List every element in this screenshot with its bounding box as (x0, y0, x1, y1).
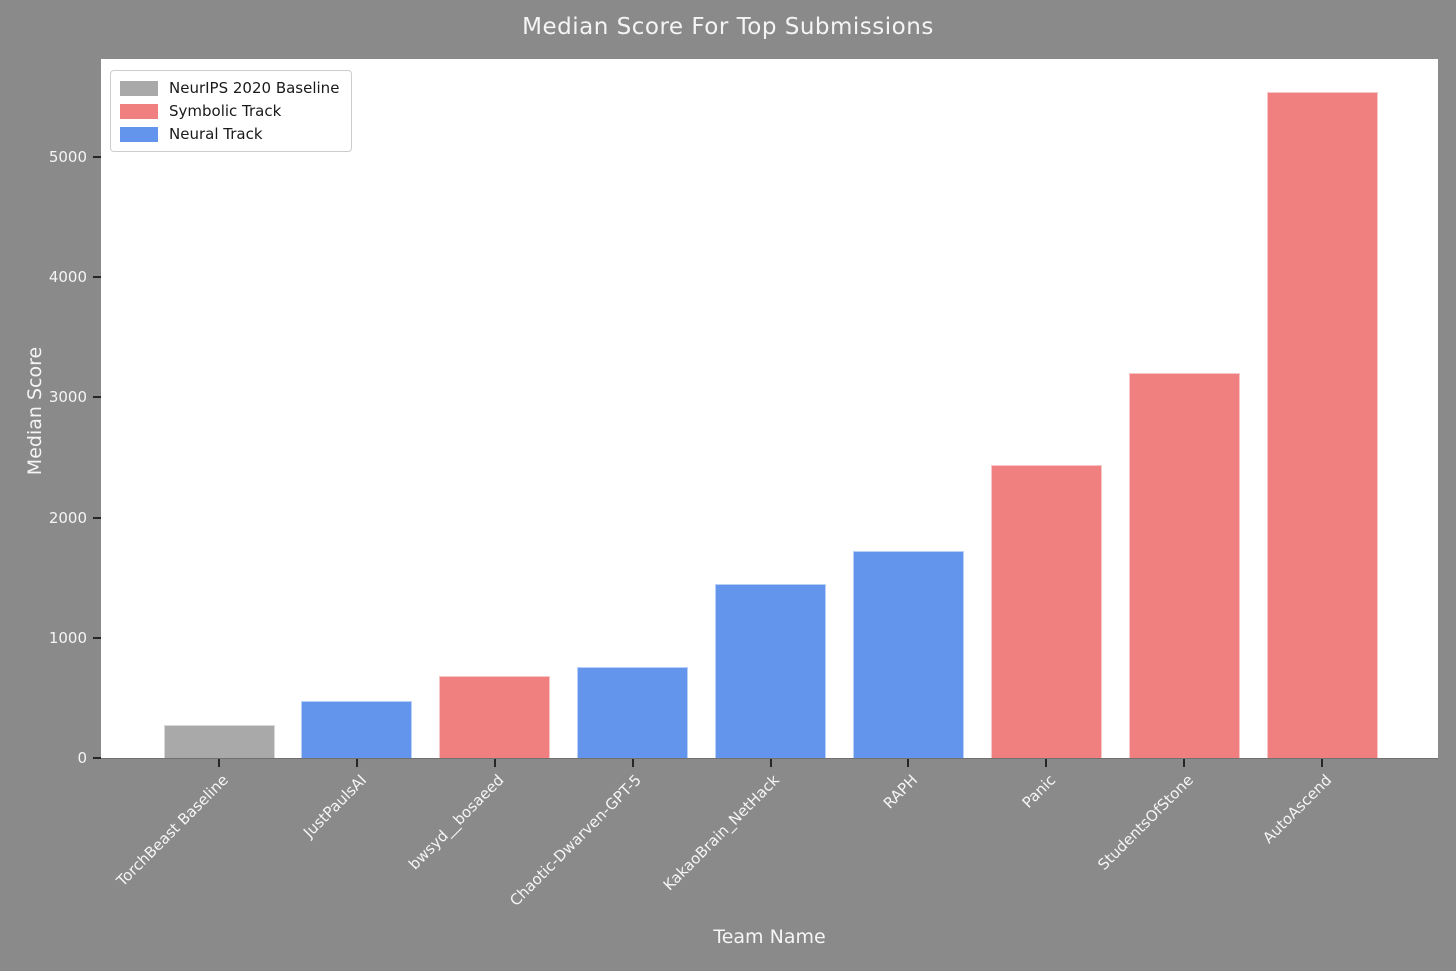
bar-kakaobrain-nethack (715, 583, 826, 758)
legend-item-neurips-2020-baseline: NeurIPS 2020 Baseline (120, 79, 339, 97)
x-tick-mark-autoascend (1321, 759, 1323, 767)
x-tick-mark-raph (907, 759, 910, 767)
y-tick-mark-4000 (93, 276, 101, 279)
y-tick-mark-1000 (93, 636, 101, 639)
x-tick-label-studentsofstone: StudentsOfStone (1094, 771, 1197, 874)
x-axis-label: Team Name (713, 926, 826, 948)
x-tick-mark-studentsofstone (1183, 759, 1186, 767)
chart-title: Median Score For Top Submissions (522, 14, 934, 40)
y-tick-label-2000: 2000 (48, 508, 87, 527)
legend-swatch-neurips-2020-baseline (120, 80, 158, 96)
bar-bwsyd-bosaeed (439, 676, 551, 758)
bar-panic (990, 465, 1102, 758)
y-tick-label-3000: 3000 (48, 388, 87, 407)
bar-torchbeast-baseline (163, 725, 275, 758)
x-tick-mark-chaotic-dwarven-gpt-5 (631, 759, 634, 767)
x-tick-label-bwsyd-bosaeed: bwsyd__bosaeed (405, 771, 508, 874)
x-tick-mark-justpaulsai (355, 759, 358, 767)
y-tick-label-0: 0 (77, 749, 87, 767)
x-tick-mark-torchbeast-baseline (218, 759, 220, 767)
x-tick-label-chaotic-dwarven-gpt-5: Chaotic-Dwarven-GPT-5 (506, 771, 646, 910)
bar-studentsofstone (1128, 372, 1240, 758)
y-tick-mark-2000 (93, 516, 101, 519)
x-tick-mark-panic (1045, 759, 1048, 767)
x-tick-mark-bwsyd-bosaeed (493, 759, 496, 767)
x-tick-label-torchbeast-baseline: TorchBeast Baseline (112, 771, 232, 890)
x-tick-label-raph: RAPH (879, 771, 922, 813)
x-tick-label-autoascend: AutoAscend (1258, 771, 1335, 847)
legend-item-neural-track: Neural Track (120, 125, 339, 143)
y-tick-mark-0 (93, 757, 101, 759)
legend-swatch-neural-track (120, 126, 158, 142)
y-tick-mark-5000 (93, 156, 101, 159)
x-tick-label-panic: Panic (1018, 771, 1059, 812)
x-tick-label-justpaulsai: JustPaulsAI (299, 771, 370, 842)
legend-label-neurips-2020-baseline: NeurIPS 2020 Baseline (169, 79, 340, 97)
y-tick-label-5000: 5000 (48, 148, 87, 167)
legend-label-symbolic-track: Symbolic Track (169, 102, 282, 120)
bar-autoascend (1266, 92, 1378, 758)
y-tick-mark-3000 (93, 396, 101, 399)
y-axis-label: Median Score (24, 346, 46, 476)
y-tick-label-4000: 4000 (48, 268, 87, 287)
y-tick-label-1000: 1000 (48, 628, 87, 647)
plot-area: NeurIPS 2020 Baseline Symbolic Track Neura… (101, 59, 1438, 759)
legend-swatch-symbolic-track (120, 103, 158, 119)
bar-raph (852, 551, 964, 758)
bar-justpaulsai (301, 700, 413, 758)
x-tick-mark-kakaobrain-nethack (769, 759, 772, 767)
legend-label-neural-track: Neural Track (169, 125, 263, 143)
bar-chaotic-dwarven-gpt-5 (577, 667, 689, 758)
legend-item-symbolic-track: Symbolic Track (120, 102, 339, 120)
legend: NeurIPS 2020 Baseline Symbolic Track Neura… (110, 70, 353, 152)
x-tick-label-kakaobrain-nethack: KakaoBrain_NetHack (660, 771, 784, 895)
